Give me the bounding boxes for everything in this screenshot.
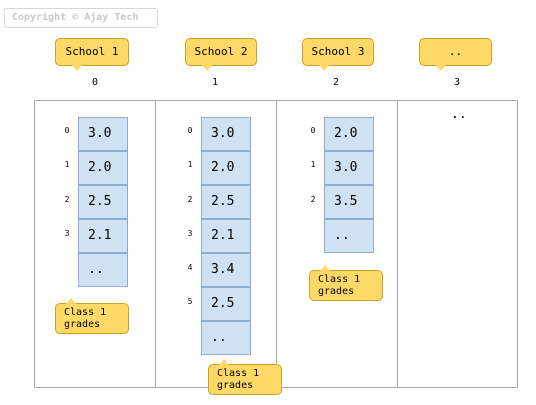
grade-cell: 3.0: [78, 117, 128, 151]
more-schools-placeholder: ..: [451, 107, 467, 122]
school-2-tag: School 2: [185, 38, 257, 71]
school-3-grades-tag: Class 1 grades: [309, 265, 383, 301]
grade-cell: 2.5: [201, 287, 251, 321]
grade-cell: 2.1: [78, 219, 128, 253]
school-2-grades-tag: Class 1 grades: [208, 359, 282, 395]
copyright-watermark: Copyright © Ajay Tech: [4, 8, 158, 28]
outer-index-1: 1: [211, 77, 219, 88]
row-index: 0: [64, 126, 70, 135]
grade-cell: 2.0: [324, 117, 374, 151]
row-index: 5: [187, 297, 193, 306]
row-index: 2: [310, 195, 316, 204]
school-1-tag: School 1: [55, 38, 129, 71]
row-index: 4: [187, 263, 193, 272]
grade-cell: ..: [201, 321, 251, 355]
outer-index-0: 0: [91, 77, 99, 88]
row-index: 3: [64, 229, 70, 238]
school-more-tag: ..: [419, 38, 492, 71]
grade-cell: 2.0: [201, 151, 251, 185]
row-index: 3: [187, 229, 193, 238]
grade-cell: 2.5: [201, 185, 251, 219]
grade-cell: ..: [78, 253, 128, 287]
row-index: 2: [187, 195, 193, 204]
row-index: 2: [64, 195, 70, 204]
school-3-tag: School 3: [302, 38, 374, 71]
row-index: 1: [64, 160, 70, 169]
column-divider: [276, 100, 277, 388]
row-index: 0: [187, 126, 193, 135]
row-index: 1: [187, 160, 193, 169]
row-index: 1: [310, 160, 316, 169]
grade-cell: 3.0: [201, 117, 251, 151]
grade-cell: 2.1: [201, 219, 251, 253]
grade-cell: ..: [324, 219, 374, 253]
grade-cell: 3.5: [324, 185, 374, 219]
column-divider: [397, 100, 398, 388]
grade-cell: 2.5: [78, 185, 128, 219]
outer-index-3: 3: [453, 77, 461, 88]
column-divider: [155, 100, 156, 388]
school-1-grades-tag: Class 1 grades: [55, 298, 129, 334]
grade-cell: 3.4: [201, 253, 251, 287]
grade-cell: 2.0: [78, 151, 128, 185]
grade-cell: 3.0: [324, 151, 374, 185]
outer-index-2: 2: [332, 77, 340, 88]
row-index: 0: [310, 126, 316, 135]
